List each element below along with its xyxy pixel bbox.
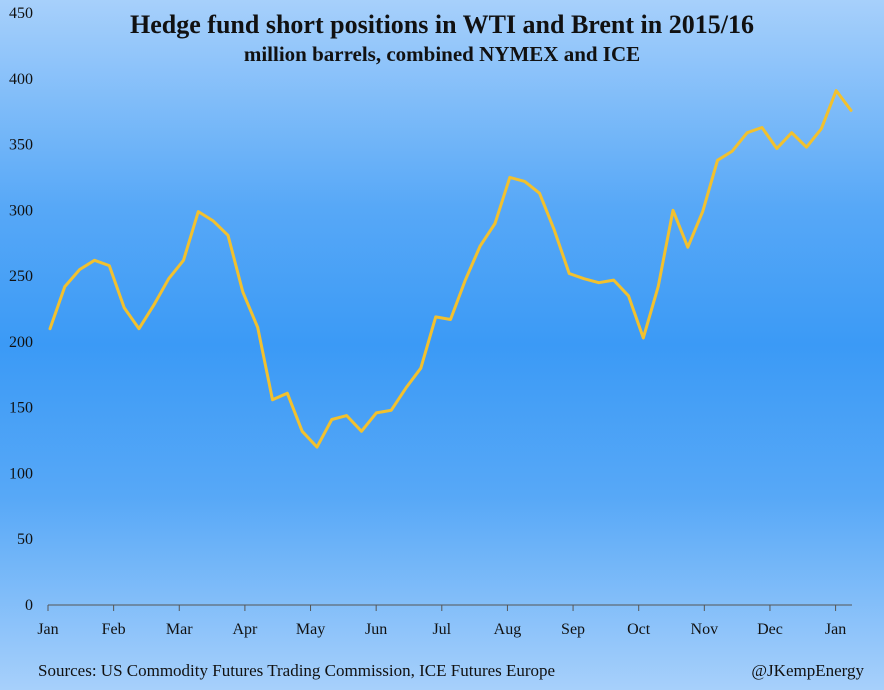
x-tick-label: Dec [757,621,783,638]
x-tick-label: Jan [825,621,846,638]
series-line [48,89,853,449]
y-tick-label: 250 [9,268,33,285]
x-tick-label: Jan [37,621,58,638]
y-tick-label: 200 [9,334,33,351]
chart-subtitle: million barrels, combined NYMEX and ICE [243,42,641,66]
y-tick-label: 50 [17,531,33,548]
x-tick-label: Sep [561,621,585,638]
author-credit: @JKempEnergy [751,661,864,680]
y-tick-label: 400 [9,71,33,88]
y-tick-label: 350 [9,137,33,154]
x-tick-label: Aug [494,621,522,638]
y-tick-label: 150 [9,400,33,417]
y-tick-label: 450 [9,5,33,22]
x-tick-label: Nov [691,621,719,638]
chart-title: Hedge fund short positions in WTI and Br… [130,10,754,39]
y-axis: 0 50 100 150 200 250 300 350 400 450 [9,5,33,614]
y-tick-label: 300 [9,202,33,219]
source-note: Sources: US Commodity Futures Trading Co… [38,661,556,680]
x-tick-label: Oct [627,621,651,638]
x-tick-label: Mar [166,621,193,638]
series-layer [48,89,853,449]
x-tick-label: Jun [365,621,387,638]
x-tick-label: May [296,621,325,638]
x-axis: Jan Feb Mar Apr May Jun Jul Aug Sep Oct Nov Dec Jan [37,604,852,638]
x-tick-label: Feb [102,621,126,638]
x-tick-label: Jul [432,621,451,638]
x-tick-label: Apr [232,621,258,638]
y-tick-label: 0 [25,597,33,614]
y-tick-label: 100 [9,465,33,482]
